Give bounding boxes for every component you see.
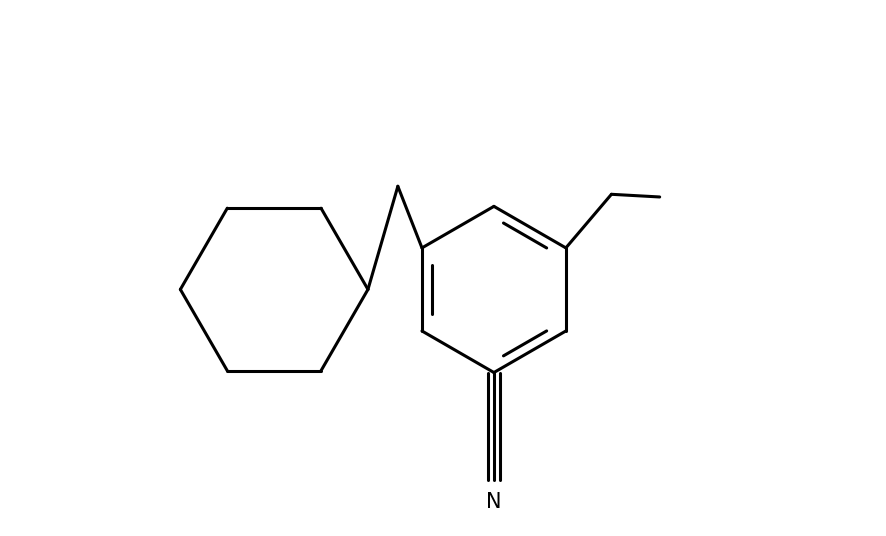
Text: N: N [486, 492, 501, 512]
